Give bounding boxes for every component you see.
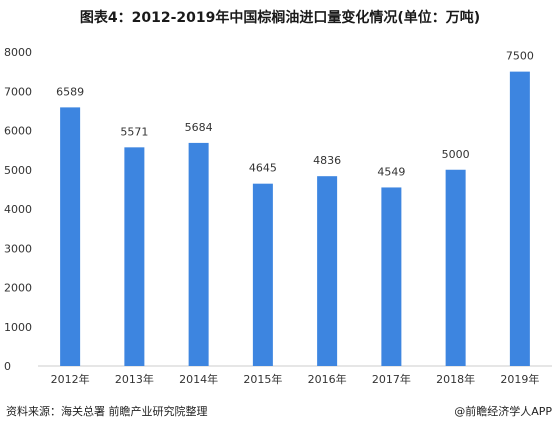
bars: [60, 71, 530, 367]
source-note: 资料来源：海关总署 前瞻产业研究院整理: [6, 405, 208, 418]
brand-label: @前瞻经济学人APP: [454, 405, 552, 418]
bar: [445, 169, 466, 366]
bar: [381, 187, 402, 366]
y-axis-ticks: 0 1000 2000 3000 4000 5000 6000 7000 8000: [4, 46, 32, 373]
bar-value-label: 4645: [249, 162, 277, 175]
x-tick-label: 2015年: [243, 372, 282, 386]
x-tick-label: 2013年: [115, 372, 154, 386]
y-tick-label: 1000: [4, 321, 32, 334]
y-tick-label: 7000: [4, 85, 32, 98]
bar-value-label: 5571: [120, 125, 148, 138]
bar-value-label: 4836: [313, 154, 341, 167]
y-tick-label: 5000: [4, 164, 32, 177]
bar-value-label: 6589: [56, 85, 84, 98]
chart-title: 图表4：2012-2019年中国棕榈油进口量变化情况(单位：万吨): [79, 10, 481, 26]
y-tick-label: 6000: [4, 125, 32, 138]
y-tick-label: 4000: [4, 203, 32, 216]
bar: [124, 147, 145, 366]
x-tick-label: 2017年: [372, 372, 411, 386]
bar: [509, 71, 530, 366]
bar-value-label: 4549: [377, 165, 405, 178]
bar: [188, 142, 209, 366]
bar: [60, 107, 81, 367]
x-tick-label: 2012年: [51, 372, 90, 386]
bar: [317, 176, 338, 366]
y-tick-label: 0: [4, 360, 11, 373]
bar: [252, 183, 273, 366]
x-axis-ticks: 2012年 2013年 2014年 2015年 2016年 2017年 2018年 2019年: [51, 372, 540, 386]
y-tick-label: 3000: [4, 242, 32, 255]
bar-value-label: 5684: [185, 121, 213, 134]
y-tick-label: 2000: [4, 282, 32, 295]
y-tick-label: 8000: [4, 46, 32, 59]
x-tick-label: 2018年: [436, 372, 475, 386]
bar-value-label: 7500: [506, 50, 534, 63]
bar-value-label: 5000: [442, 148, 470, 161]
x-tick-label: 2014年: [179, 372, 218, 386]
x-tick-label: 2019年: [500, 372, 539, 386]
x-tick-label: 2016年: [308, 372, 347, 386]
value-labels: 6589 5571 5684 4645 4836 4549 5000 7500: [56, 50, 534, 179]
